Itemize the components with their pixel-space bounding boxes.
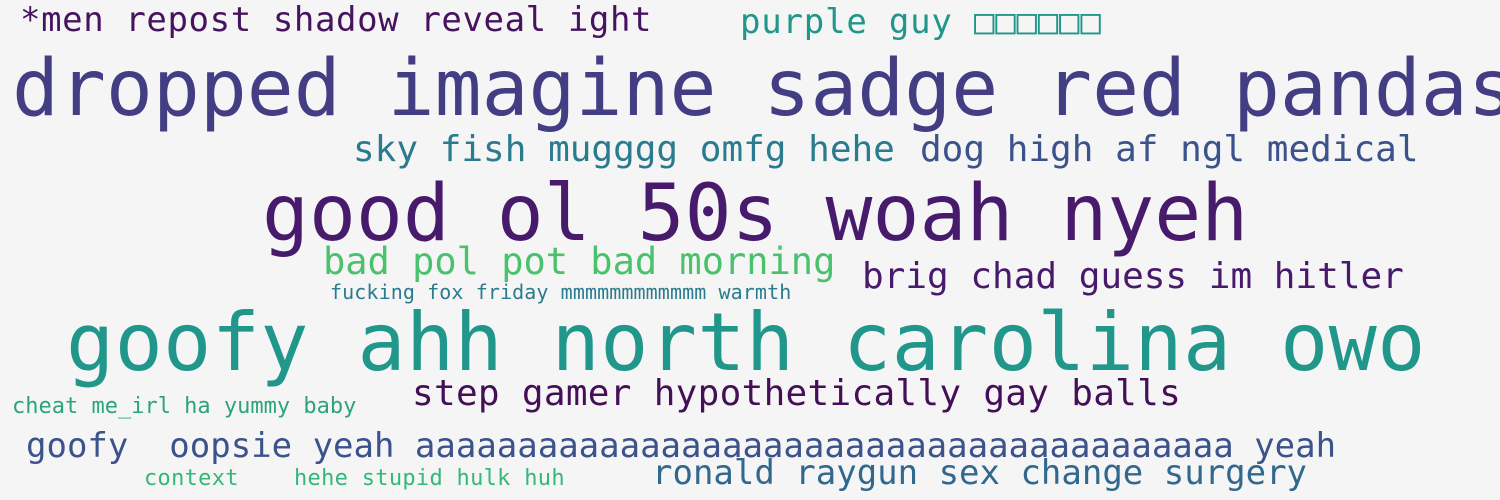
- cloud-phrase: dropped imagine sadge red pandas: [12, 44, 1500, 134]
- cloud-phrase: cheat me_irl ha yummy baby: [12, 394, 357, 419]
- cloud-phrase: purple guy □□□□□□: [740, 2, 1102, 42]
- cloud-phrase: step gamer hypothetically gay balls: [412, 373, 1182, 414]
- cloud-phrase: sky fish mugggg omfg hehe: [353, 129, 895, 170]
- cloud-phrase: brig chad guess im hitler: [862, 256, 1404, 297]
- cloud-phrase: bad pol pot bad morning: [323, 240, 836, 283]
- cloud-phrase: good ol 50s woah nyeh: [262, 169, 1249, 259]
- cloud-phrase: dog high af ngl medical: [920, 129, 1419, 170]
- cloud-phrase: goofy ahh north carolina owo: [66, 296, 1426, 389]
- cloud-phrase: goofy oopsie yeah aaaaaaaaaaaaaaaaaaaaaa…: [26, 426, 1337, 466]
- cloud-phrase: fucking fox friday mmmmmmmmmmmm warmth: [330, 280, 792, 304]
- cloud-phrase: ronald raygun sex change surgery: [652, 453, 1308, 493]
- cloud-phrase: context: [144, 466, 239, 491]
- cloud-phrase: *men repost shadow reveal ight: [20, 0, 653, 40]
- cloud-phrase: hehe stupid hulk huh: [294, 466, 565, 491]
